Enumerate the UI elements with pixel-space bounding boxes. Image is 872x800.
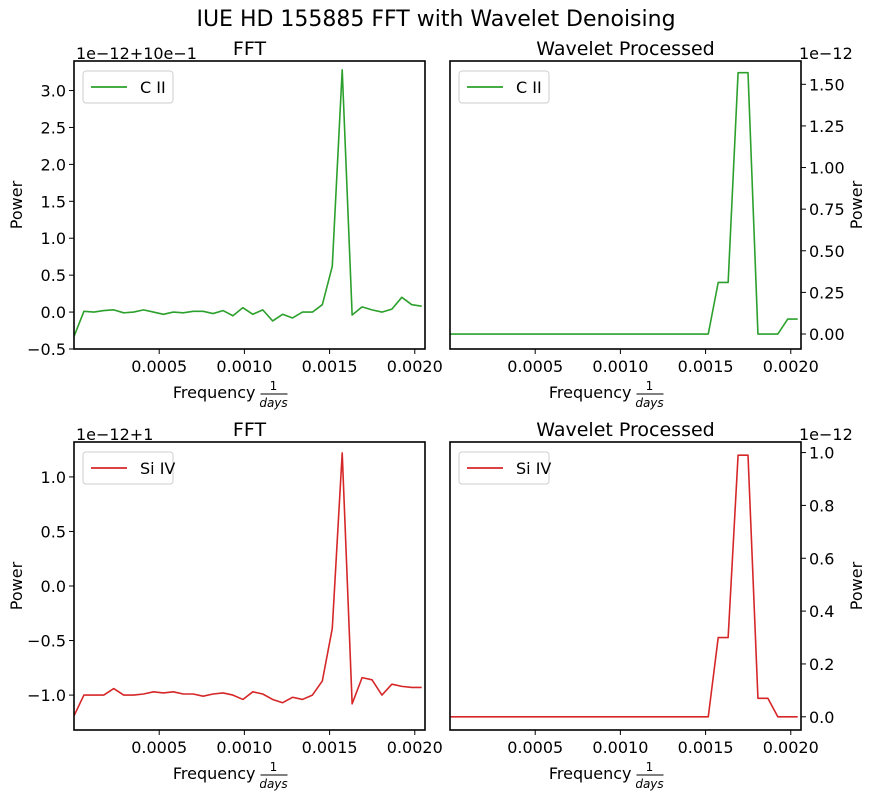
panel-title: Wavelet Processed <box>536 419 714 441</box>
y-axis-label: Power <box>847 561 866 610</box>
x-tick-label: 0.0005 <box>131 738 187 757</box>
y-axis-label: Power <box>847 180 866 229</box>
y-tick-label: 0.0 <box>41 577 66 596</box>
y-tick-label: 0.4 <box>809 602 834 621</box>
panel-title: Wavelet Processed <box>536 38 714 60</box>
x-axis-label-numerator: 1 <box>270 760 278 774</box>
legend-box <box>458 451 550 485</box>
y-tick-label: 1.25 <box>809 117 845 136</box>
y-tick-label: 0.50 <box>809 242 845 261</box>
y-tick-label: 0.75 <box>809 200 845 219</box>
y-tick-label: 0.00 <box>809 325 845 344</box>
y-tick-label: 1.0 <box>809 444 834 463</box>
y-tick-label: 0.5 <box>41 266 66 285</box>
axis-offset-text: 1e−12 <box>799 44 853 63</box>
series-line-1 <box>450 454 798 718</box>
x-tick-label: 0.0020 <box>763 357 819 376</box>
y-tick-label: 3.0 <box>41 82 66 101</box>
panel-title: FFT <box>233 38 267 60</box>
x-tick-label: 0.0010 <box>592 738 648 757</box>
y-tick-label: −0.5 <box>27 632 66 651</box>
y-tick-label: 0.5 <box>41 522 66 541</box>
x-tick-label: 0.0015 <box>302 738 358 757</box>
axes-frame <box>449 441 802 731</box>
y-tick-label: 2.5 <box>41 118 66 137</box>
series-line-1 <box>74 452 422 717</box>
x-axis-label-numerator: 1 <box>270 379 278 393</box>
chart-panels: FFT 1e−12+10e−1 0.0005 0.0010 0.0015 0.0020 −0… <box>7 38 866 791</box>
chart-panel-4: Wavelet Processed 1e−12 0.0005 0.0010 0.0015… <box>449 419 866 791</box>
x-tick-label: 0.0010 <box>216 738 272 757</box>
series-line-1 <box>74 69 422 337</box>
legend-label: C II <box>140 78 166 97</box>
x-tick-label: 0.0005 <box>131 357 187 376</box>
y-axis-label: Power <box>7 561 26 610</box>
x-axis-label-denominator: days <box>635 777 663 791</box>
y-tick-label: −1.0 <box>27 686 66 705</box>
y-tick-label: 0.2 <box>809 655 834 674</box>
x-tick-label: 0.0020 <box>387 357 443 376</box>
panel-title: FFT <box>233 419 267 441</box>
legend-label: Si IV <box>140 459 175 478</box>
chart-panel-3: FFT 1e−12+1 0.0005 0.0010 0.0015 0.0020 −1.0 −0… <box>7 419 443 791</box>
x-tick-label: 0.0020 <box>763 738 819 757</box>
x-axis-label-denominator: days <box>635 396 663 410</box>
legend-label: Si IV <box>516 459 551 478</box>
y-tick-label: 1.5 <box>41 192 66 211</box>
axis-offset-text: 1e−12+1 <box>76 425 153 444</box>
x-tick-label: 0.0015 <box>678 738 734 757</box>
y-tick-label: 0.6 <box>809 549 834 568</box>
x-tick-label: 0.0005 <box>507 357 563 376</box>
y-tick-label: 1.0 <box>41 229 66 248</box>
axes-frame <box>73 60 426 350</box>
y-tick-label: 0.0 <box>41 303 66 322</box>
axis-offset-text: 1e−12+10e−1 <box>76 44 197 63</box>
series-line-1 <box>450 71 798 335</box>
legend-box <box>82 451 174 485</box>
x-axis-label-numerator: 1 <box>646 760 654 774</box>
legend-box <box>82 70 174 104</box>
x-axis-label: Frequency <box>173 764 256 783</box>
chart-panel-2: Wavelet Processed 1e−12 0.0005 0.0010 0.0015… <box>449 38 866 410</box>
x-tick-label: 0.0020 <box>387 738 443 757</box>
legend-box <box>458 70 550 104</box>
y-tick-label: 0.25 <box>809 283 845 302</box>
x-axis-label: Frequency <box>549 383 632 402</box>
chart-panel-1: FFT 1e−12+10e−1 0.0005 0.0010 0.0015 0.0020 −0… <box>7 38 443 410</box>
x-axis-label: Frequency <box>173 383 256 402</box>
x-axis-label: Frequency <box>549 764 632 783</box>
y-axis-label: Power <box>7 180 26 229</box>
figure-title: IUE HD 155885 FFT with Wavelet Denoising <box>196 7 675 32</box>
axes-frame <box>449 60 802 350</box>
x-axis-label-denominator: days <box>259 396 287 410</box>
y-tick-label: 0.8 <box>809 496 834 515</box>
y-tick-label: 0.0 <box>809 708 834 727</box>
x-tick-label: 0.0005 <box>507 738 563 757</box>
x-tick-label: 0.0015 <box>678 357 734 376</box>
y-tick-label: 1.00 <box>809 159 845 178</box>
x-axis-label-numerator: 1 <box>646 379 654 393</box>
y-tick-label: 1.50 <box>809 75 845 94</box>
x-tick-label: 0.0015 <box>302 357 358 376</box>
x-tick-label: 0.0010 <box>216 357 272 376</box>
y-tick-label: 2.0 <box>41 155 66 174</box>
legend-label: C II <box>516 78 542 97</box>
x-tick-label: 0.0010 <box>592 357 648 376</box>
x-axis-label-denominator: days <box>259 777 287 791</box>
y-tick-label: 1.0 <box>41 468 66 487</box>
y-tick-label: −0.5 <box>27 340 66 359</box>
axis-offset-text: 1e−12 <box>799 425 853 444</box>
